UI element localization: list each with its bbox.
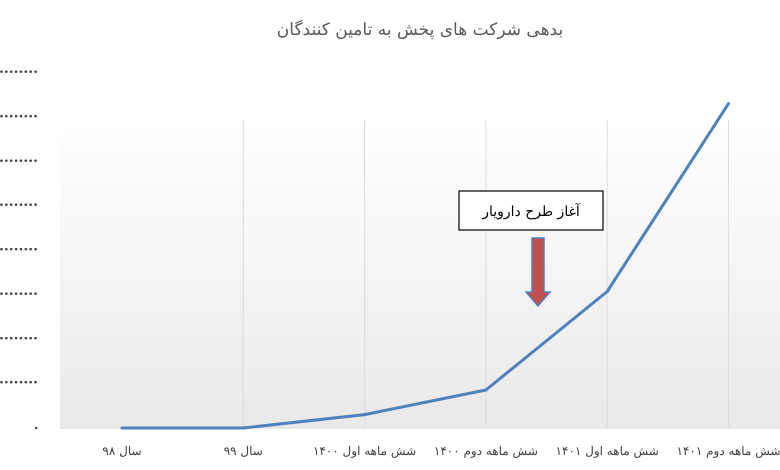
- series-layer: [120, 102, 730, 430]
- y-tick-label: ........: [0, 327, 38, 343]
- x-tick-label: شش ماهه اول ۱۴۰۰: [313, 444, 416, 458]
- x-tick-labels: سال ۹۸ سال ۹۹ شش ماهه اول ۱۴۰۰ شش ماهه دوم …: [102, 444, 780, 458]
- x-tick-label: شش ماهه دوم ۱۴۰۰: [434, 444, 538, 458]
- series-line-0: [122, 102, 730, 430]
- data-point: [241, 426, 245, 430]
- annotation-box: [458, 190, 604, 231]
- y-tick-label: ........: [0, 239, 38, 255]
- plot-background: [60, 120, 780, 428]
- chart-title: بدهی شرکت های پخش به تامین کنندگان: [277, 19, 563, 40]
- y-tick-label: ........: [0, 194, 38, 210]
- y-tick-labels: ٠.......................................…: [0, 61, 40, 436]
- data-point: [363, 413, 367, 417]
- x-tick-label: شش ماهه اول ۱۴۰۱: [556, 444, 659, 458]
- y-tick-label: ........: [0, 61, 38, 77]
- data-point: [605, 290, 609, 294]
- data-point: [484, 388, 488, 392]
- annotation: آغاز طرح دارویار: [458, 190, 604, 308]
- data-point: [727, 102, 730, 106]
- y-tick-label: ........: [0, 105, 38, 121]
- y-tick-label: ........: [0, 283, 38, 299]
- annotation-text: آغاز طرح دارویار: [481, 202, 581, 220]
- y-tick-label: ........: [0, 150, 38, 166]
- gridlines: [242, 120, 729, 428]
- annotation-arrow: [524, 237, 552, 308]
- data-point: [120, 426, 124, 430]
- y-tick-label: ........: [0, 372, 38, 388]
- x-tick-label: شش ماهه دوم ۱۴۰۱: [677, 444, 780, 458]
- x-tick-label: سال ۹۹: [224, 444, 263, 458]
- x-tick-label: سال ۹۸: [102, 444, 141, 458]
- y-tick-label: ٠: [32, 420, 40, 436]
